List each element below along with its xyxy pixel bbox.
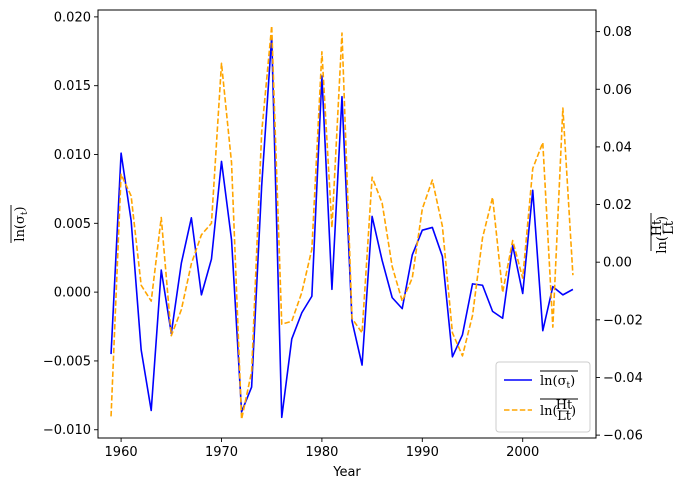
y-left-tick-label: 0.000 xyxy=(54,286,91,301)
x-axis-title: Year xyxy=(332,465,361,480)
legend-label-ht-lt-close: ) xyxy=(571,404,576,419)
series-line-ht-lt xyxy=(110,25,574,421)
y-left-tick-label: −0.005 xyxy=(43,354,91,369)
y-left-tick-label: −0.010 xyxy=(43,423,91,438)
y-right-tick-label: 0.06 xyxy=(603,83,632,98)
y-right-tick-label: −0.02 xyxy=(603,313,643,328)
y-left-axis-title: ln(σt) xyxy=(10,205,30,243)
y-right-axis-title-den: Lt xyxy=(662,220,677,235)
legend-label-ht-lt-den: Lt xyxy=(557,409,572,424)
y-right-axis-title-ln: ln( xyxy=(655,236,670,254)
legend-box xyxy=(495,361,591,433)
legend-label-ht-lt-ln: ln( xyxy=(540,404,558,419)
legend-label-ht-lt-num: Ht xyxy=(556,398,573,413)
legend-label-sigma: ln(σt) xyxy=(540,374,575,391)
y-right-tick-label: 0.04 xyxy=(603,140,632,155)
y-left-axis-title-close: ) xyxy=(13,206,28,211)
series-line-sigma xyxy=(110,35,574,419)
y-right-tick-label: −0.04 xyxy=(603,371,643,386)
plot-area xyxy=(110,25,574,421)
y-right-tick-label: 0.00 xyxy=(603,256,632,271)
legend-label-sigma-close: ) xyxy=(570,374,575,389)
y-left-tick-label: 0.015 xyxy=(54,79,91,94)
y-right-tick-label: 0.02 xyxy=(603,198,632,213)
y-left-tick-label: 0.020 xyxy=(54,10,91,25)
y-right-axis-title-num: Ht xyxy=(650,219,665,236)
axes: 1960 1970 1980 1990 2000 −0.010 −0.005 0.000 0.0… xyxy=(10,9,677,480)
y-left-axis-title-sub: t xyxy=(20,211,30,215)
legend-label-sigma-sub: t xyxy=(566,381,570,391)
x-tick-label: 2000 xyxy=(506,445,539,460)
plot-frame xyxy=(97,9,597,439)
x-tick-label: 1990 xyxy=(406,445,439,460)
y-left-tick-label: 0.010 xyxy=(54,148,91,163)
x-tick-label: 1980 xyxy=(305,445,338,460)
y-left-axis-title-text: ln(σt) xyxy=(13,206,30,241)
x-tick-label: 1970 xyxy=(205,445,238,460)
x-tick-label: 1960 xyxy=(105,445,138,460)
y-left-tick-label: 0.005 xyxy=(54,217,91,232)
y-right-tick-label: 0.08 xyxy=(603,25,632,40)
y-right-axis-title-close: ) xyxy=(655,216,670,221)
y-right-tick-label: −0.06 xyxy=(603,429,643,444)
